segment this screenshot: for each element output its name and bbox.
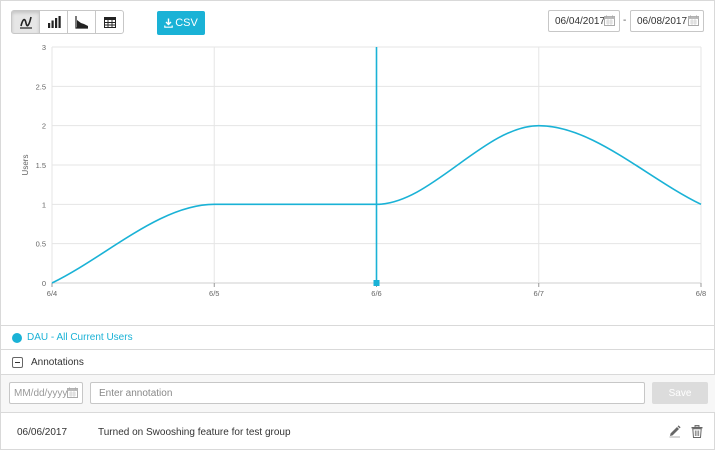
x-tick-label: 6/5 [209,289,219,298]
calendar-icon [604,15,615,26]
y-tick-label: 3 [42,43,46,52]
y-axis-label: Users [21,155,30,176]
area-chart-icon [74,16,88,29]
annotation-text-placeholder: Enter annotation [99,387,173,399]
legend-label[interactable]: DAU - All Current Users [27,332,133,343]
x-tick-label: 6/7 [534,289,544,298]
annotation-entry-date: 06/06/2017 [17,426,68,438]
annotation-input-row: MM/dd/yyyy Enter annotation Save [1,374,715,412]
y-tick-label: 2.5 [36,82,46,91]
csv-label: CSV [175,17,198,29]
annotations-header: Annotations [1,349,715,374]
start-date-value: 06/04/2017 [555,15,606,27]
annotation-date-field[interactable]: MM/dd/yyyy [9,382,83,404]
start-date-picker[interactable]: 06/04/2017 [548,10,620,32]
annotation-entry-text: Turned on Swooshing feature for test gro… [98,426,291,438]
legend-swatch[interactable] [12,332,22,343]
area-chart-view-button[interactable] [67,10,96,34]
y-tick-label: 2 [42,122,46,131]
x-tick-label: 6/6 [371,289,381,298]
annotation-entry: 06/06/2017 Turned on Swooshing feature f… [1,412,715,451]
bar-chart-view-button[interactable] [39,10,68,34]
table-view-button[interactable] [95,10,124,34]
y-tick-label: 0.5 [36,240,46,249]
y-tick-label: 0 [42,279,46,288]
annotation-marker-handle[interactable] [373,280,380,286]
table-icon [103,16,116,28]
download-icon [164,18,173,28]
annotation-date-placeholder: MM/dd/yyyy [14,387,68,399]
x-tick-label: 6/8 [696,289,706,298]
end-date-value: 06/08/2017 [637,15,688,27]
save-annotation-button[interactable]: Save [652,382,708,404]
line-chart-view-button[interactable] [11,10,40,34]
annotations-title: Annotations [31,356,84,368]
end-date-picker[interactable]: 06/08/2017 [630,10,704,32]
calendar-icon [688,15,699,26]
y-tick-label: 1 [42,200,46,209]
trash-icon[interactable] [691,425,703,438]
x-tick-label: 6/4 [47,289,57,298]
collapse-annotations-toggle[interactable] [12,356,23,368]
save-label: Save [668,387,692,399]
csv-export-button[interactable]: CSV [157,11,205,35]
line-chart: 0 0.5 1 1.5 2 2.5 3 6/4 6/5 6/6 6/7 6/8 Users [21,43,706,298]
y-tick-label: 1.5 [36,161,46,170]
pencil-icon[interactable] [668,425,681,438]
bar-chart-icon [47,16,61,28]
calendar-icon [67,387,78,398]
annotation-text-field[interactable]: Enter annotation [90,382,645,404]
date-range-separator: - [623,15,627,26]
chart-view-toolbar [11,10,124,34]
legend: DAU - All Current Users [1,325,715,349]
line-chart-icon [19,16,32,29]
